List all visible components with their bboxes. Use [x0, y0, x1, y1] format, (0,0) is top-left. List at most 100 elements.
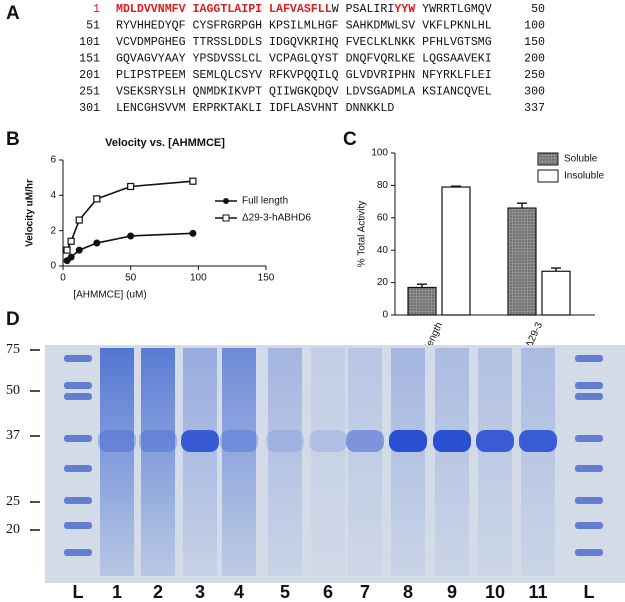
- legend-label: Full length: [242, 196, 288, 207]
- protein-band: [476, 430, 514, 452]
- residue-start: 251: [79, 86, 100, 99]
- protein-band: [181, 430, 219, 452]
- sequence-segment: W PSALIRI: [332, 3, 395, 16]
- bar: [441, 186, 471, 316]
- sequence-segment: LENCGHSVVM ERPRKTAKLI IDFLASVHNT DNNKKLD: [116, 102, 394, 115]
- ladder-band: [575, 549, 603, 556]
- y-tick-label: 60: [377, 212, 389, 223]
- error-bar: [451, 185, 461, 188]
- ladder-band: [575, 497, 603, 504]
- bar: [407, 286, 437, 316]
- ladder-band: [575, 435, 603, 442]
- y-tick-label: 20: [377, 277, 389, 288]
- lane-label: 6: [323, 582, 333, 602]
- sequence-segment: YWRRTLGMQV: [415, 3, 492, 16]
- residue-start: 301: [79, 102, 100, 115]
- sequence-line: RYVHHEDYQF CYSFRGRPGH KPSILMLHGF SAHKDMW…: [116, 20, 492, 33]
- gel: L 1 2 3 4 5 6 7 8 9 10 11 L 75 50 37 25 20: [6, 342, 625, 602]
- lane-smear: [183, 348, 217, 576]
- x-axis-label: [AHMMCE] (uM): [73, 290, 146, 301]
- lane-smear: [435, 348, 469, 576]
- ladder-band: [64, 522, 92, 529]
- sequence-line: GQVAGVYAAY YPSDVSSLCL VCPAGLQYST DNQFVQR…: [116, 53, 492, 66]
- y-tick-label: 100: [371, 148, 388, 159]
- legend-marker: [223, 198, 229, 204]
- marker-label: 37: [6, 428, 20, 443]
- ladder-band: [64, 497, 92, 504]
- sequence-segment: GQVAGVYAAY YPSDVSSLCL VCPAGLQYST DNQFVQR…: [116, 53, 492, 66]
- lane-label: 1: [112, 582, 122, 602]
- point: [93, 195, 101, 203]
- marker-label: 20: [6, 522, 20, 537]
- lane-smear: [348, 348, 382, 576]
- point: [67, 253, 75, 261]
- y-tick-label: 6: [50, 155, 56, 166]
- lane-label: 3: [195, 582, 205, 602]
- sequence-segment: MDLDVVNMFV IAGGTLAIPI LAFVASFLL: [116, 3, 332, 16]
- sequence-line: LENCGHSVVM ERPRKTAKLI IDFLASVHNT DNNKKLD: [116, 102, 394, 115]
- point: [93, 239, 101, 247]
- residue-end: 337: [524, 102, 545, 115]
- lane-label: 9: [447, 582, 457, 602]
- bar: [507, 207, 537, 316]
- x-tick-label: 100: [190, 273, 207, 284]
- panel-label: C: [343, 129, 357, 150]
- point: [63, 246, 71, 254]
- ladder-band: [64, 382, 92, 389]
- residue-end: 300: [524, 86, 545, 99]
- point: [189, 229, 197, 237]
- legend-texture: [538, 153, 558, 165]
- panel-label: A: [6, 3, 20, 24]
- marker-label: 25: [6, 494, 20, 509]
- error-bar: [551, 267, 561, 272]
- lane-smear: [391, 348, 425, 576]
- sequence-line: PLIPSTPEEM SEMLQLCSYV RFKVPQQILQ GLVDVRI…: [116, 69, 492, 82]
- ladder-band: [575, 382, 603, 389]
- point: [75, 216, 83, 224]
- lane-label: 4: [234, 582, 244, 602]
- protein-band: [220, 430, 258, 452]
- sequence-segment: RYVHHEDYQF CYSFRGRPGH KPSILMLHGF SAHKDMW…: [116, 20, 492, 33]
- ladder-band: [64, 435, 92, 442]
- error-bar: [517, 202, 527, 209]
- residue-start: 51: [86, 20, 100, 33]
- lane-smear: [311, 348, 345, 576]
- sequence-segment: VSEKSRYSLH QNMDKIKVPT QIIWGKQDQV LDVSGAD…: [116, 86, 492, 99]
- y-axis-label: Velocity uM/hr: [25, 179, 36, 247]
- panel-label: B: [6, 129, 20, 150]
- residue-end: 100: [524, 20, 545, 33]
- legend-label: Δ29-3-hABHD6: [242, 213, 311, 224]
- protein-band: [98, 430, 136, 452]
- lane-label: 7: [360, 582, 370, 602]
- point: [67, 237, 75, 245]
- legend-marker: [222, 214, 230, 222]
- lane-label: 11: [528, 582, 547, 602]
- lane-label: L: [73, 582, 84, 602]
- legend-swatch: [537, 169, 559, 183]
- residue-start: 201: [79, 69, 100, 82]
- velocity-chart: Velocity vs. [AHMMCE] 0 50 100 150 0 2 4 6 [AHMMC…: [25, 137, 312, 301]
- protein-band: [389, 430, 427, 452]
- ladder-band: [575, 393, 603, 400]
- residue-end: 150: [524, 36, 545, 49]
- residue-end: 250: [524, 69, 545, 82]
- residue-start: 151: [79, 53, 100, 66]
- x-tick-label: 0: [60, 273, 66, 284]
- residue-start: 101: [79, 36, 100, 49]
- point: [75, 246, 83, 254]
- residue-end: 200: [524, 53, 545, 66]
- point: [127, 182, 135, 191]
- lane-smear: [521, 348, 555, 576]
- chart-title: Velocity vs. [AHMMCE]: [105, 137, 225, 149]
- sequence-segment: VCVDMPGHEG TTRSSLDDLS IDGQVKRIHQ FVECLKL…: [116, 36, 492, 49]
- lane-smear: [100, 348, 134, 576]
- lane-smear: [268, 348, 302, 576]
- lane-smear: [141, 348, 175, 576]
- protein-band: [519, 430, 557, 452]
- lane-label: 2: [153, 582, 163, 602]
- residue-start: 1: [93, 3, 100, 16]
- y-tick-label: 4: [50, 190, 56, 201]
- sequence-segment: PLIPSTPEEM SEMLQLCSYV RFKVPQQILQ GLVDVRI…: [116, 69, 492, 82]
